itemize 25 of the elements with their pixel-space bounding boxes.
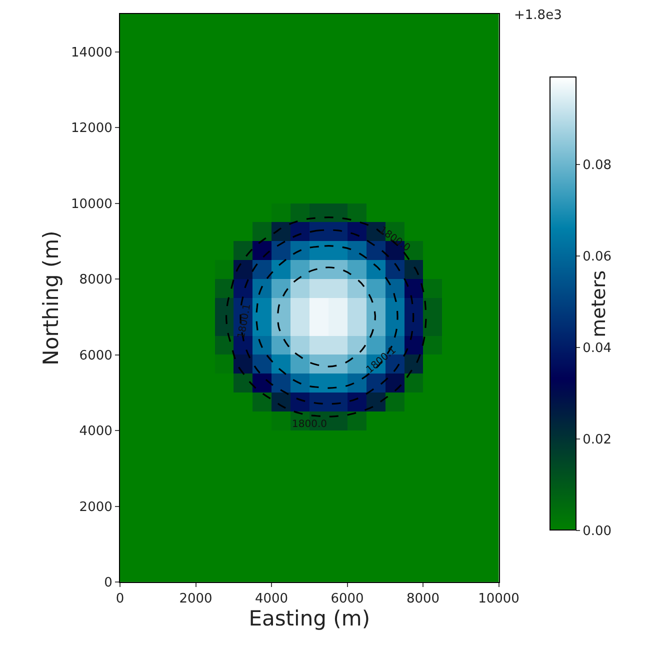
x-tick-label: 0 — [116, 592, 124, 607]
color-bar-label: 0.08 — [582, 158, 612, 173]
color-bar-label: 0.02 — [582, 432, 612, 448]
x-tick-label: 4000 — [254, 592, 288, 607]
annotation: 1800.0 — [292, 419, 327, 430]
x-axis-title: Easting (m) — [248, 606, 370, 631]
x-tick-label: 2000 — [179, 592, 212, 607]
color-bar-label: 0.06 — [582, 249, 612, 264]
y-tick-label: 2000 — [79, 500, 112, 515]
color-bar-label: 0.04 — [582, 340, 612, 356]
x-tick-label: 8000 — [406, 592, 440, 607]
y-axis-title: Northing (m) — [39, 230, 64, 366]
text: +1.8e3 — [514, 8, 562, 23]
y-tick-label: 10000 — [71, 196, 112, 212]
color-bar-label: 0.00 — [582, 524, 612, 539]
y-tick-label: 12000 — [71, 121, 112, 136]
color-bar-title: meters — [588, 270, 610, 338]
y-tick-label: 4000 — [79, 424, 112, 440]
y-tick-label: 8000 — [79, 272, 112, 288]
annotation: 1800.1 — [236, 302, 254, 340]
y-tick-label: 14000 — [71, 45, 112, 60]
y-tick-label: 0 — [104, 576, 112, 591]
x-tick-label: 10000 — [478, 592, 520, 607]
y-tick-label: 6000 — [79, 348, 112, 364]
x-tick-label: 6000 — [330, 592, 364, 607]
